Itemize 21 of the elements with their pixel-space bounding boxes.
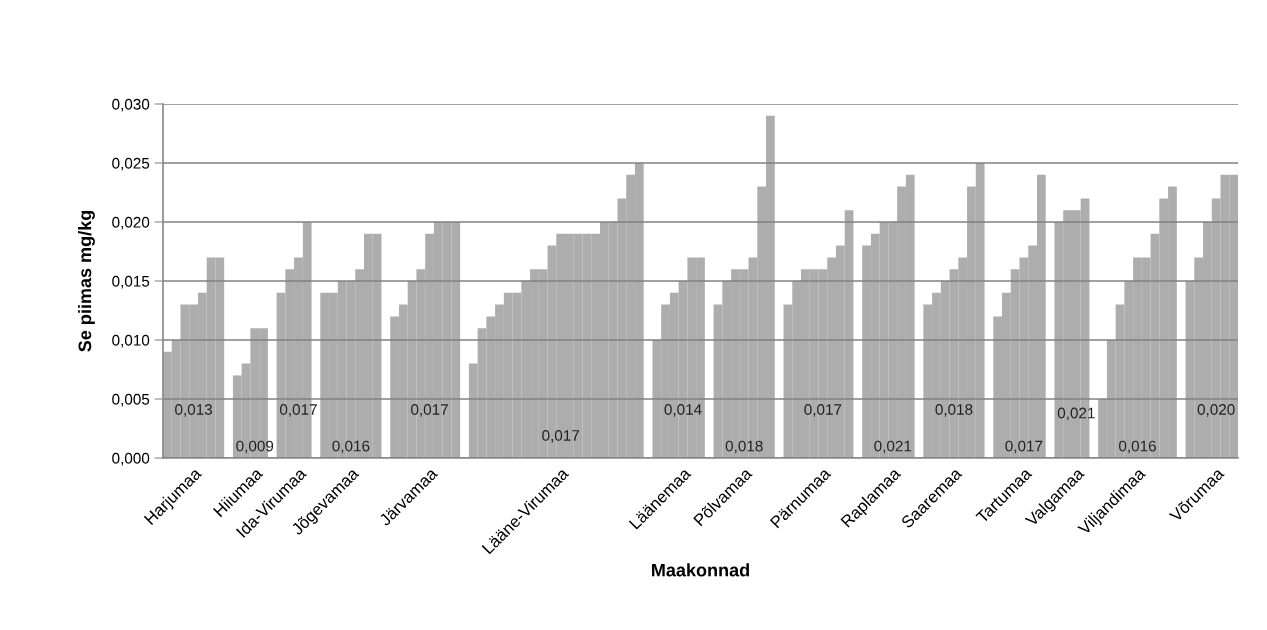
annotation: 0,021 (874, 440, 912, 454)
y-tick-label: 0,020 (112, 216, 150, 230)
annotation: 0,016 (332, 440, 370, 454)
y-tick-label: 0,005 (112, 393, 150, 407)
annotation: 0,018 (725, 440, 763, 454)
y-tick-label: 0,025 (112, 157, 150, 171)
y-tick-label: 0,030 (112, 98, 150, 112)
y-tick-label: 0,010 (112, 334, 150, 348)
annotation: 0,018 (935, 404, 973, 417)
y-axis-title: Se piimas mg/kg (78, 210, 95, 352)
annotation: 0,016 (1118, 440, 1156, 454)
annotation: 0,017 (411, 404, 448, 417)
annotation: 0,020 (1197, 404, 1235, 417)
y-tick-label: 0,000 (112, 452, 150, 466)
annotation: 0,017 (1005, 440, 1043, 454)
annotation: 0,017 (804, 404, 842, 417)
annotation: 0,017 (542, 430, 580, 443)
annotation: 0,013 (175, 404, 213, 417)
annotation: 0,014 (664, 404, 702, 417)
y-tick-label: 0,015 (112, 275, 150, 289)
x-axis-title: Maakonnad (652, 563, 749, 577)
